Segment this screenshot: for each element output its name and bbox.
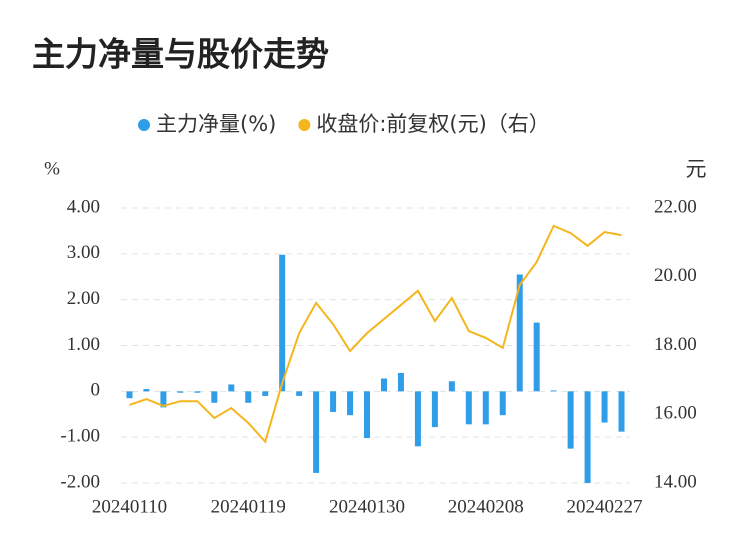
legend-label: 收盘价:前复权(元)（右） (316, 112, 549, 136)
y-axis-label: % (44, 158, 60, 179)
bar (584, 391, 591, 483)
bar (296, 391, 303, 396)
y2-tick-label: 18.00 (654, 334, 697, 355)
bar (550, 390, 557, 392)
x-tick-label: 20240227 (567, 496, 643, 517)
y-tick-label: -2.00 (60, 471, 100, 492)
y-tick-label: 0 (91, 380, 101, 401)
y-tick-label: 3.00 (67, 242, 100, 263)
y-tick-label: 4.00 (67, 196, 100, 217)
bar (177, 391, 184, 393)
x-tick-label: 20240110 (92, 496, 167, 517)
legend-marker (138, 119, 150, 131)
bar (516, 274, 523, 392)
bar (397, 373, 404, 392)
bar (431, 391, 438, 428)
bar (143, 389, 150, 392)
bar (330, 391, 337, 412)
legend-label: 主力净量(%) (156, 112, 276, 136)
y-tick-label: -1.00 (60, 426, 100, 447)
bar (211, 391, 218, 403)
chart-title: 主力净量与股价走势 (32, 35, 329, 74)
bar (160, 391, 167, 408)
bar (194, 391, 201, 393)
x-tick-label: 20240208 (448, 496, 524, 517)
bar (364, 391, 371, 439)
legend: 主力净量(%) 收盘价:前复权(元)（右） (138, 112, 550, 136)
y-tick-label: 1.00 (67, 334, 100, 355)
bar (380, 378, 387, 392)
y-tick-label: 2.00 (67, 288, 100, 309)
bar (262, 391, 269, 396)
price-line (129, 224, 622, 444)
y2-axis-label: 元 (686, 157, 707, 181)
bar (448, 381, 455, 392)
bar (618, 391, 625, 432)
bar (245, 391, 252, 403)
bar (414, 391, 421, 447)
bar (533, 322, 540, 392)
y2-tick-label: 14.00 (654, 471, 697, 492)
bar (228, 384, 235, 392)
bar (499, 391, 506, 416)
bar (482, 391, 489, 425)
x-tick-label: 20240119 (211, 496, 286, 517)
legend-marker (298, 119, 311, 131)
bar (126, 391, 133, 399)
bar (279, 254, 286, 392)
bar (347, 391, 354, 416)
y2-tick-label: 20.00 (654, 265, 697, 286)
y2-tick-label: 22.00 (654, 196, 697, 217)
bar (601, 391, 608, 423)
x-tick-label: 20240130 (329, 496, 405, 517)
y2-tick-label: 16.00 (654, 403, 697, 424)
bar (567, 391, 574, 449)
bar (313, 391, 320, 473)
bar (465, 391, 472, 425)
